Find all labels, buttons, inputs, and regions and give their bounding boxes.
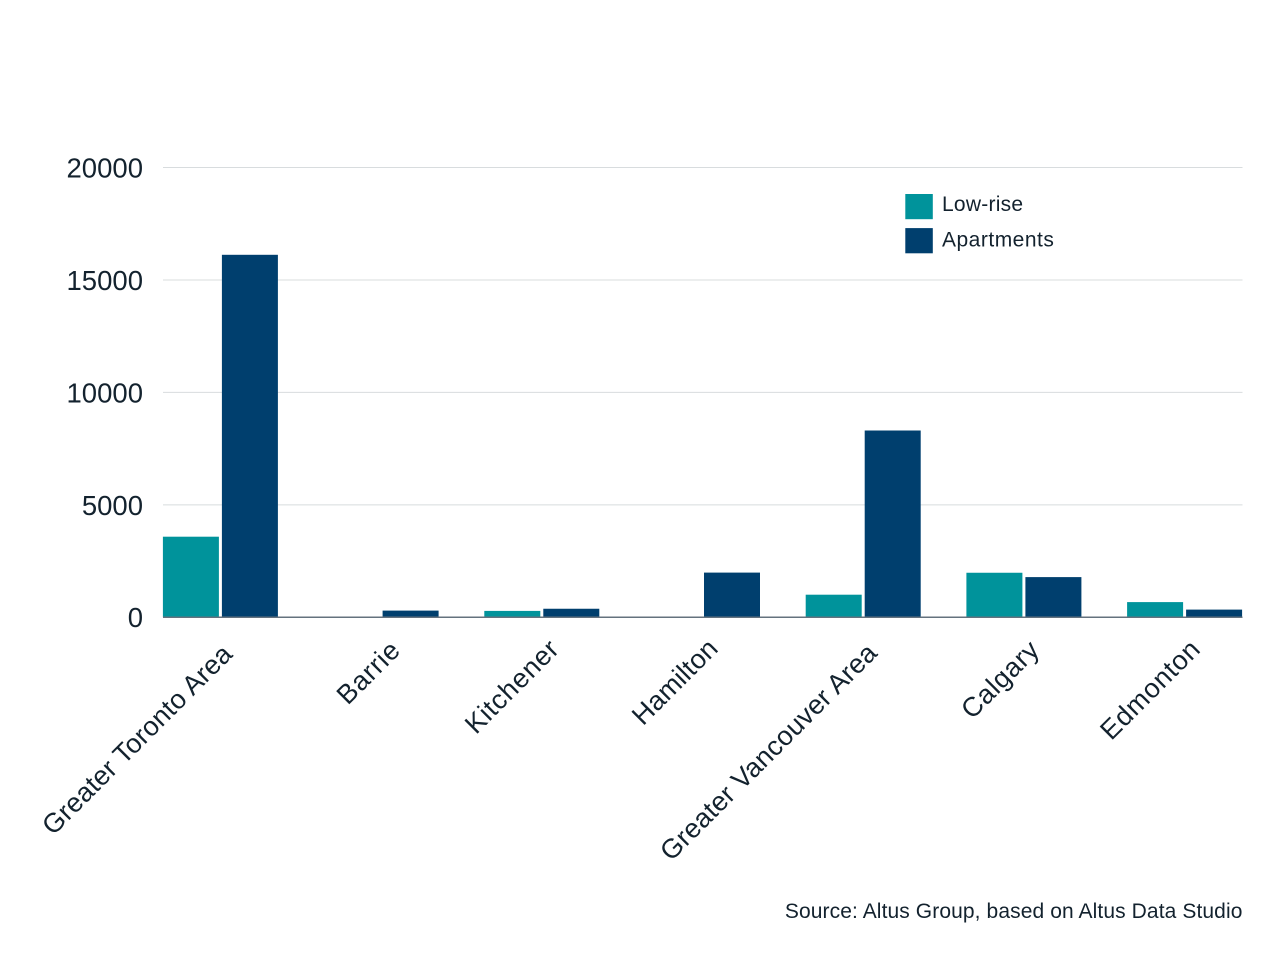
svg-text:20000: 20000 xyxy=(67,153,143,184)
svg-text:15000: 15000 xyxy=(67,265,143,296)
svg-text:10000: 10000 xyxy=(67,377,143,408)
svg-text:Apartments: Apartments xyxy=(942,229,1054,252)
svg-text:0: 0 xyxy=(128,602,143,633)
svg-text:Source: Altus Group, based on: Source: Altus Group, based on Altus Data… xyxy=(785,900,1243,923)
svg-text:5000: 5000 xyxy=(82,490,143,521)
svg-text:Low-rise: Low-rise xyxy=(942,193,1023,216)
